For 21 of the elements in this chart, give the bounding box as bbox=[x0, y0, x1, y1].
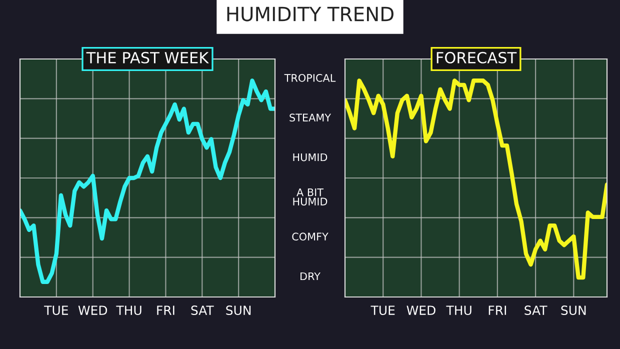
x-tick-label: THU bbox=[446, 306, 472, 316]
x-tick-label: FRI bbox=[157, 306, 174, 315]
x-tick-label: FRI bbox=[488, 306, 506, 315]
chart-subtitle: FORECAST bbox=[436, 52, 517, 64]
x-tick-label: SAT bbox=[191, 306, 214, 316]
chart-subtitle: THE PAST WEEK bbox=[86, 52, 209, 64]
x-tick-label: TUE bbox=[370, 306, 395, 316]
text: TROPICAL bbox=[284, 74, 336, 82]
x-tick-label: TUE bbox=[44, 306, 68, 316]
x-tick-label: SUN bbox=[226, 306, 251, 316]
x-tick-label: SAT bbox=[524, 306, 548, 316]
text: DRY bbox=[300, 272, 320, 280]
x-tick-label: THU bbox=[116, 306, 142, 316]
chart-title: HUMIDITY TREND bbox=[227, 6, 394, 22]
x-tick-label: SUN bbox=[561, 306, 586, 316]
x-tick-label: WED bbox=[406, 306, 436, 315]
text: STEAMY bbox=[290, 114, 332, 122]
x-tick-label: WED bbox=[78, 306, 108, 315]
text: A BIT HUMID bbox=[293, 188, 328, 206]
text: HUMID bbox=[293, 153, 328, 162]
text: COMFY bbox=[292, 232, 328, 241]
